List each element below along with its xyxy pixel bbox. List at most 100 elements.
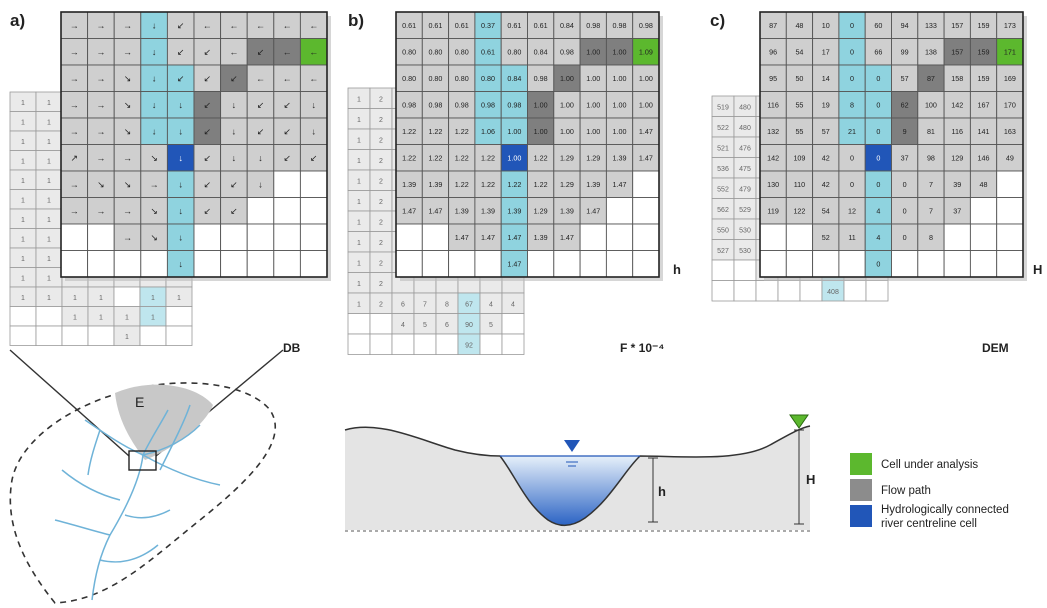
back-grid-value: 2 xyxy=(379,178,383,185)
grid-cell-value: 0.80 xyxy=(402,47,416,56)
back-grid-cell xyxy=(347,333,371,355)
grid-cell xyxy=(527,170,555,198)
back-grid-cell xyxy=(733,280,757,302)
grid-cell-value: 0.98 xyxy=(560,47,574,56)
grid-cell-value: ↙ xyxy=(204,206,212,216)
grid-cell-value: ↙ xyxy=(177,20,185,30)
grid-cell xyxy=(605,170,634,198)
grid-cell-value: 109 xyxy=(793,153,805,162)
grid-cell-value: 62 xyxy=(901,100,909,109)
grid-cell-value: ↘ xyxy=(150,153,158,163)
back-grid-value: 1 xyxy=(99,295,103,302)
grid-cell xyxy=(785,223,814,251)
back-grid-value: 480 xyxy=(739,125,751,132)
grid-border xyxy=(60,11,328,278)
back-grid-value: 1 xyxy=(357,219,361,226)
grid-cell-value: 1.29 xyxy=(586,153,600,162)
grid-cell xyxy=(166,250,195,278)
grid-cell-value: ↘ xyxy=(124,179,132,189)
grid-cell xyxy=(87,64,115,92)
grid-cell xyxy=(220,250,248,278)
river-cross-section: h H xyxy=(344,414,815,532)
grid-cell-value: 0.37 xyxy=(481,21,495,30)
back-grid-value: 475 xyxy=(739,166,751,173)
grid-cell xyxy=(943,250,971,278)
h-dimension xyxy=(648,457,658,523)
grid-cell xyxy=(220,170,248,198)
panel-b-side-label: h xyxy=(673,262,681,277)
back-grid-value: 1 xyxy=(357,178,361,185)
grid-cell-value: 87 xyxy=(927,74,935,83)
grid-cell-value: 1.00 xyxy=(507,127,521,136)
river-network xyxy=(54,404,221,601)
grid-cell-value: ↓ xyxy=(232,126,237,136)
grid-cell-value: → xyxy=(70,126,79,136)
back-grid-cell xyxy=(501,313,525,335)
grid-cell-value: 0.80 xyxy=(507,47,521,56)
grid-cell-value: 167 xyxy=(978,100,990,109)
grid-cell-value: 52 xyxy=(822,233,830,242)
back-grid-value: 1 xyxy=(47,139,51,146)
grid-cell-value: 1.22 xyxy=(455,127,469,136)
grid-cell-value: ↙ xyxy=(230,206,238,216)
grid-cell-value: 169 xyxy=(1004,74,1016,83)
grid-cell-value: 1.00 xyxy=(507,153,521,162)
grid-cell xyxy=(299,250,328,278)
grid-cell-value: 1.00 xyxy=(560,100,574,109)
grid-cell-value: ↓ xyxy=(258,153,263,163)
grid-cell-value: → xyxy=(123,206,132,216)
grid-cell xyxy=(421,38,450,66)
grid-cell-value: 1.22 xyxy=(428,127,442,136)
back-grid-value: 529 xyxy=(739,207,751,214)
grid-cell-value: ↙ xyxy=(230,73,238,83)
grid-cell-value: → xyxy=(123,153,132,163)
grid-cell-value: 0 xyxy=(876,100,880,109)
grid-cell-value: 0 xyxy=(903,206,907,215)
grid-cell xyxy=(632,170,660,198)
grid-cell xyxy=(553,250,581,278)
grid-cell xyxy=(299,64,328,92)
grid-cell xyxy=(605,250,634,278)
back-grid-value: 476 xyxy=(739,145,751,152)
grid-cell-value: 0 xyxy=(876,127,880,136)
grid-cell-value: 0.61 xyxy=(455,21,469,30)
back-grid-cell xyxy=(391,333,415,355)
grid-cell-value: 1.06 xyxy=(481,127,495,136)
grid-cell-value: 0.80 xyxy=(428,47,442,56)
legend-swatch-flow-path xyxy=(850,479,872,501)
grid-cell xyxy=(969,64,998,92)
grid-cell xyxy=(246,250,275,278)
grid-cell-value: ↘ xyxy=(150,206,158,216)
grid-cell xyxy=(395,223,423,251)
grid-cell-value: 48 xyxy=(980,180,988,189)
grid-cell xyxy=(943,197,971,225)
grid-cell-value: 54 xyxy=(822,206,830,215)
grid-cell-value: → xyxy=(70,100,79,110)
back-grid-value: 2 xyxy=(379,301,383,308)
grid-cell-value: 55 xyxy=(795,127,803,136)
grid-cell-value: 1.47 xyxy=(428,206,442,215)
back-grid-value: 1 xyxy=(357,158,361,165)
grid-cell-value: ↙ xyxy=(204,179,212,189)
grid-cell xyxy=(996,197,1024,225)
grid-cell-value: 7 xyxy=(929,180,933,189)
grid-cell-value: → xyxy=(96,153,105,163)
grid-cell-value: 1.39 xyxy=(455,206,469,215)
grid-cell-value: 0.80 xyxy=(481,74,495,83)
grid-cell xyxy=(527,11,555,39)
grid-cell xyxy=(553,197,581,225)
grid-cell xyxy=(299,117,328,145)
back-grid-value: 1 xyxy=(73,314,77,321)
back-grid-value: 550 xyxy=(717,227,729,234)
grid-cell-value: 0 xyxy=(850,21,854,30)
grid-cell-value: 7 xyxy=(929,206,933,215)
H-dimension-label: H xyxy=(806,472,815,487)
grid-cell xyxy=(246,197,275,225)
grid-cell xyxy=(838,170,866,198)
grid-cell xyxy=(579,197,607,225)
grid-cell-value: 0 xyxy=(903,233,907,242)
grid-cell xyxy=(448,38,476,66)
grid-cell xyxy=(273,250,301,278)
grid-cell-value: 0 xyxy=(850,180,854,189)
